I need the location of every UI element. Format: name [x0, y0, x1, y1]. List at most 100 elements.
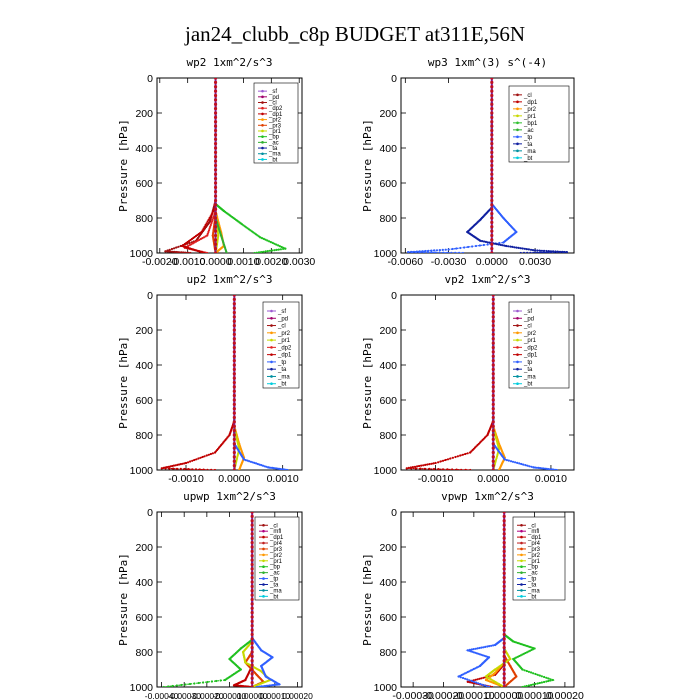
series-point-bp — [523, 669, 526, 672]
series-point-tp — [472, 680, 475, 683]
series-point-dp1 — [164, 467, 167, 470]
series-point-dp1 — [446, 468, 449, 470]
legend-label: _pr3 — [269, 547, 283, 553]
series-point-dp1 — [179, 463, 182, 466]
series-point-tp — [486, 645, 489, 648]
legend-label: _bp — [268, 135, 280, 141]
zero-profile-marker — [232, 398, 236, 402]
series-point-tp — [273, 683, 276, 687]
series-point-bp — [534, 682, 537, 686]
y-tick-label: 600 — [379, 395, 397, 407]
zero-profile-marker — [232, 324, 236, 328]
y-axis-label: Pressure [hPa] — [361, 336, 374, 429]
legend-label: _bt — [277, 382, 287, 388]
y-tick-label: 0 — [391, 73, 397, 85]
legend-marker — [520, 583, 523, 586]
series-group — [162, 512, 282, 687]
series-point-cl — [166, 250, 169, 253]
series-point-dp1 — [201, 251, 204, 253]
series-point-dp1 — [469, 451, 472, 454]
zero-profile-marker — [491, 315, 495, 319]
zero-profile-marker — [250, 519, 254, 523]
y-tick-label: 0 — [391, 507, 397, 519]
y-tick-label: 0 — [147, 290, 153, 302]
zero-profile-marker — [232, 372, 236, 376]
legend-marker — [516, 128, 519, 132]
zero-profile-marker — [250, 589, 254, 593]
zero-profile-marker — [490, 133, 494, 137]
x-tick-label: 0.0030 — [519, 256, 551, 268]
zero-profile-marker — [491, 468, 495, 470]
zero-profile-marker — [491, 345, 495, 350]
y-tick-label: 200 — [379, 542, 397, 554]
panel-title: upwp 1xm^2/s^3 — [183, 490, 276, 503]
series-point-dp1 — [201, 455, 204, 459]
series-point-cl — [175, 250, 178, 253]
series-point-dp1 — [446, 458, 450, 461]
x-tick-label: 0.0010 — [267, 473, 299, 485]
series-point-tp — [479, 682, 482, 686]
series-point-tp — [470, 648, 473, 651]
series-point-ta — [529, 248, 533, 251]
series-point-bp — [538, 674, 541, 677]
panel-title: wp2 1xm^2/s^3 — [186, 56, 272, 69]
series-point-dp1 — [466, 452, 469, 455]
zero-profile-marker — [232, 385, 236, 389]
series-point-tp — [270, 684, 273, 687]
zero-profile-marker — [502, 514, 506, 518]
panel-title: vpwp 1xm^2/s^3 — [441, 490, 534, 503]
zero-profile-marker — [213, 111, 218, 115]
series-point-dp1 — [165, 466, 169, 469]
zero-profile-marker — [213, 120, 218, 124]
y-tick-label: 600 — [135, 612, 153, 624]
zero-profile-marker — [491, 354, 495, 358]
x-tick-label: 0.00000 — [237, 691, 268, 700]
series-point-bp — [210, 680, 213, 683]
zero-profile-marker — [232, 306, 236, 310]
legend-marker — [270, 375, 273, 378]
series-point-bp — [269, 241, 272, 244]
series-point-tp — [482, 243, 485, 247]
series-point-bp — [536, 673, 539, 676]
legend-label: _dp1 — [523, 353, 538, 359]
zero-profile-marker — [490, 238, 494, 242]
zero-profile-marker — [213, 98, 218, 102]
series-point-dp1 — [187, 461, 190, 464]
legend-label: _tp — [527, 577, 537, 583]
series-point-ta — [531, 249, 535, 252]
zero-profile-marker — [502, 611, 506, 615]
zero-profile-marker — [232, 389, 236, 393]
series-point-tp — [265, 465, 268, 468]
series-point-dp1 — [437, 468, 440, 470]
zero-profile-marker — [490, 251, 494, 253]
series-line-dp1 — [406, 295, 494, 470]
series-point-dp1 — [202, 227, 205, 230]
series-point-cl — [177, 245, 180, 248]
x-tick-label: 0.0000 — [477, 473, 509, 485]
legend-label: _dp1 — [269, 535, 284, 541]
legend-marker — [261, 129, 264, 133]
series-point-ta — [505, 244, 508, 248]
series-point-pr2 — [238, 468, 241, 470]
series-point-ta — [519, 251, 522, 253]
series-line-dp1 — [161, 295, 235, 470]
plot-frame — [156, 294, 303, 471]
series-point-dp1 — [468, 681, 471, 684]
series-point-dp2 — [187, 244, 190, 248]
series-point-tp — [467, 245, 470, 249]
legend-label: _cl — [523, 93, 532, 99]
series-point-bp — [278, 245, 281, 248]
series-point-dp1 — [444, 458, 447, 462]
legend-label: _pr2 — [523, 331, 537, 337]
series-point-tp — [478, 646, 481, 650]
series-point-tp — [503, 458, 506, 461]
legend-marker — [516, 100, 519, 104]
zero-profile-marker — [213, 155, 218, 159]
zero-profile-marker — [213, 168, 218, 172]
legend-marker — [516, 107, 519, 111]
y-tick-label: 200 — [135, 325, 153, 337]
zero-profile-marker — [491, 376, 495, 380]
zero-profile-marker — [232, 433, 236, 437]
legend-label: _pd — [523, 316, 534, 322]
zero-profile-marker — [491, 332, 495, 336]
